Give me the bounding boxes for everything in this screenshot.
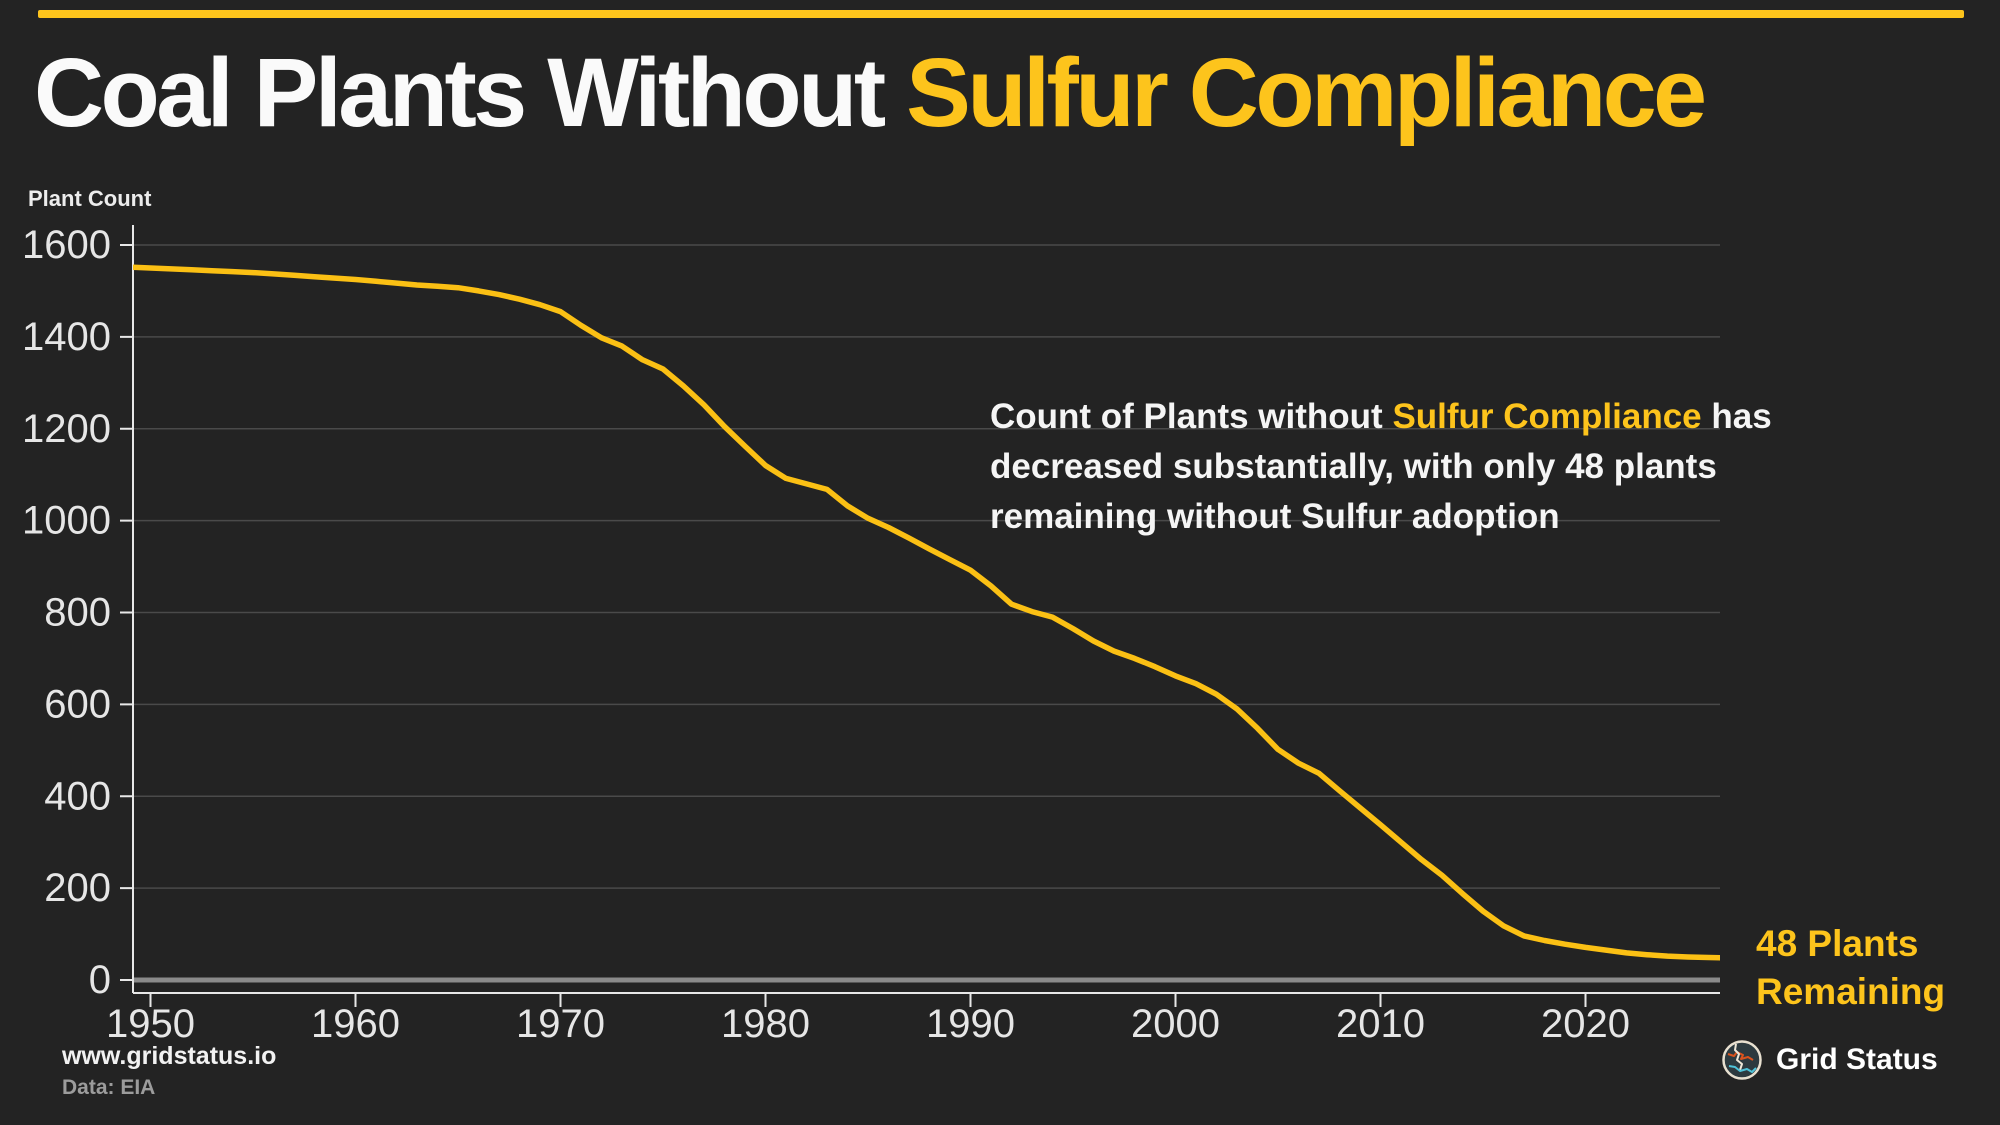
brand-lockup: Grid Status <box>1722 1040 1938 1080</box>
y-axis-title: Plant Count <box>28 186 152 211</box>
y-tick-label-1600: 1600 <box>22 223 111 267</box>
x-tick-label-1980: 1980 <box>721 1002 810 1046</box>
footer-data-source: Data: EIA <box>62 1076 156 1099</box>
y-tick-label-600: 600 <box>44 682 111 726</box>
end-value-callout: 48 Plants Remaining <box>1756 920 1945 1016</box>
brand-name: Grid Status <box>1776 1043 1938 1076</box>
annotation-highlight: Sulfur Compliance <box>1392 397 1702 436</box>
logo-crack-cream <box>1734 1043 1743 1071</box>
y-tick-label-400: 400 <box>44 774 111 818</box>
x-tick-label-2000: 2000 <box>1131 1002 1220 1046</box>
x-tick-label-1950: 1950 <box>106 1002 195 1046</box>
data-line-plants-without-sulfur-compliance <box>133 264 1720 961</box>
annotation-line-1: Count of Plants without Sulfur Complianc… <box>990 397 1772 436</box>
x-tick-label-1970: 1970 <box>516 1002 605 1046</box>
top-accent-bar <box>38 10 1964 18</box>
x-tick-label-1960: 1960 <box>311 1002 400 1046</box>
y-tick-label-800: 800 <box>44 591 111 635</box>
callout-line-2: Remaining <box>1756 971 1946 1012</box>
x-tick-label-1990: 1990 <box>926 1002 1015 1046</box>
grid-status-logo-icon <box>1722 1040 1762 1080</box>
chart-annotation: Count of Plants without Sulfur Complianc… <box>990 392 1772 542</box>
logo-crack-cyan <box>1728 1065 1757 1073</box>
title-white-part: Coal Plants Without <box>34 38 907 147</box>
y-tick-label-1400: 1400 <box>22 315 111 359</box>
y-tick-label-1200: 1200 <box>22 407 111 451</box>
annotation-line-3: remaining without Sulfur adoption <box>990 497 1560 536</box>
y-tick-label-200: 200 <box>44 866 111 910</box>
x-tick-label-2010: 2010 <box>1336 1002 1425 1046</box>
title-yellow-part: Sulfur Compliance <box>906 38 1707 147</box>
logo-circle <box>1722 1040 1762 1080</box>
x-tick-label-2020: 2020 <box>1541 1002 1630 1046</box>
callout-line-1: 48 Plants <box>1756 923 1919 964</box>
logo-crack-orange <box>1727 1051 1754 1061</box>
page-title: Coal Plants Without Sulfur Compliance <box>34 38 1707 147</box>
y-tick-label-1000: 1000 <box>22 499 111 543</box>
footer-website: www.gridstatus.io <box>62 1042 277 1070</box>
y-tick-label-0: 0 <box>89 958 111 1002</box>
annotation-line-2: decreased substantially, with only 48 pl… <box>990 447 1717 486</box>
